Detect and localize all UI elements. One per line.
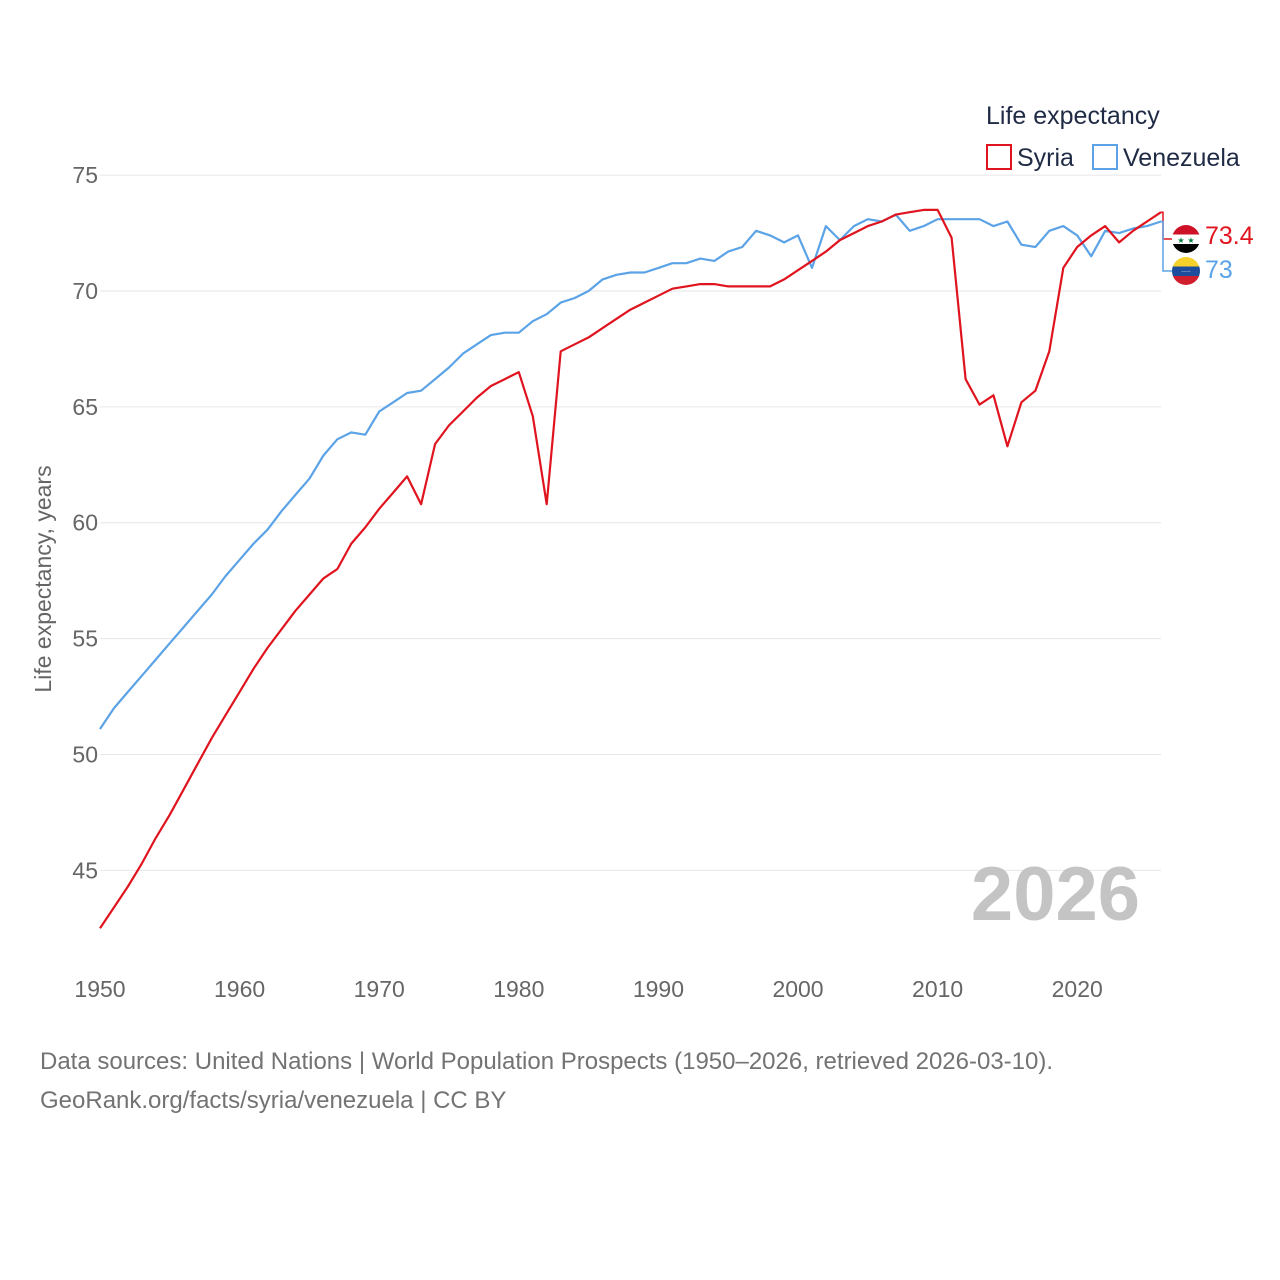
x-axis-ticks: 1950 1960 1970 1980 1990 2000 2010 2020 [74, 976, 1102, 1002]
series-lines [99, 208, 1162, 929]
x-tick-label: 1990 [633, 976, 684, 1002]
end-label-venezuela: 73 [1205, 256, 1233, 284]
series-line-syria[interactable] [99, 208, 1162, 929]
x-tick-label: 2010 [912, 976, 963, 1002]
series-line-venezuela[interactable] [99, 213, 1162, 730]
x-tick-label: 1960 [214, 976, 265, 1002]
y-tick-label: 45 [72, 857, 98, 883]
x-tick-label: 2020 [1052, 976, 1103, 1002]
legend-label-venezuela: Venezuela [1123, 144, 1240, 172]
legend-swatch-venezuela [1092, 144, 1118, 170]
syria-flag-icon: ★ ★ [1172, 225, 1200, 253]
legend-title: Life expectancy [986, 102, 1160, 130]
x-tick-label: 2000 [772, 976, 823, 1002]
legend-item-venezuela[interactable]: Venezuela [1092, 144, 1240, 172]
x-tick-label: 1980 [493, 976, 544, 1002]
x-tick-label: 1950 [74, 976, 125, 1002]
venezuela-flag-icon: ····· [1172, 257, 1200, 285]
y-tick-label: 55 [72, 626, 98, 652]
y-tick-label: 60 [72, 510, 98, 536]
x-tick-label: 1970 [354, 976, 405, 1002]
y-axis-ticks: 45 50 55 60 65 70 75 [72, 162, 98, 883]
y-tick-label: 75 [72, 162, 98, 188]
data-source-note: Data sources: United Nations | World Pop… [40, 1048, 1054, 1075]
y-tick-label: 65 [72, 394, 98, 420]
legend: Life expectancy Syria Venezuela [986, 102, 1240, 172]
life-expectancy-chart: 45 50 55 60 65 70 75 1950 1960 1970 1980 1990 2000 2… [30, 102, 1254, 1002]
year-watermark: 2026 [971, 852, 1140, 937]
end-connector-venezuela [1161, 220, 1172, 272]
svg-text:★: ★ [1187, 236, 1194, 245]
svg-text:★: ★ [1177, 236, 1184, 245]
legend-label-syria: Syria [1017, 144, 1074, 172]
footer: Data sources: United Nations | World Pop… [40, 1042, 1260, 1120]
attribution-link[interactable]: GeoRank.org/facts/syria/venezuela | CC B… [40, 1087, 507, 1114]
end-label-syria: 73.4 [1205, 222, 1254, 250]
y-axis-label: Life expectancy, years [30, 465, 56, 692]
gridlines [100, 174, 1161, 871]
legend-swatch-syria [986, 144, 1012, 170]
y-tick-label: 70 [72, 278, 98, 304]
y-tick-label: 50 [72, 741, 98, 767]
legend-item-syria[interactable]: Syria [986, 144, 1074, 172]
svg-text:·····: ····· [1181, 269, 1191, 276]
